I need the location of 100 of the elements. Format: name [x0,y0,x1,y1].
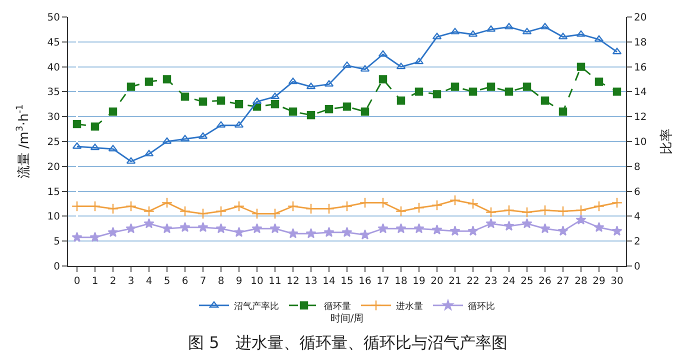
point [378,75,388,84]
point [234,226,244,237]
point [360,229,370,240]
point [306,82,316,90]
point [468,88,478,96]
point [504,220,514,231]
x-tick-label: 5 [164,276,170,287]
x-tick-label: 15 [340,276,354,287]
text: 图 5 进水量、循环量、循环比与沼气产率图 [188,333,508,352]
point [594,78,604,86]
x-tick-label: 21 [448,276,462,287]
x-tick-label: 30 [610,276,624,287]
point [216,121,226,128]
point [180,206,190,217]
point [432,32,442,40]
point [522,206,532,218]
point [252,223,262,234]
point [234,121,244,128]
point [594,35,604,42]
y2-tick-label: 12 [634,112,647,124]
y-tick-label: 40 [47,62,60,74]
y2-tick-label: 14 [634,87,647,98]
y-tick-label: 30 [47,112,60,124]
point [234,200,244,212]
point [414,223,424,234]
point [126,223,136,234]
point [522,218,532,228]
point [396,206,406,217]
x-tick-label: 24 [502,276,516,287]
point [486,218,496,228]
point [486,82,496,91]
y2-tick-label: 6 [634,186,640,198]
point [288,200,298,212]
point [288,108,298,116]
point [450,226,460,236]
x-tick-label: 29 [592,276,606,287]
x-tick-label: 28 [574,276,588,287]
y-tick-label: 25 [47,137,60,148]
point [594,222,604,232]
point [90,144,100,150]
point [450,28,460,34]
x-tick-label: 7 [200,276,206,287]
y-tick-label: 50 [47,12,60,24]
point [162,197,172,208]
point [540,223,550,234]
y-tick-label: 0 [54,262,60,272]
point [252,98,262,104]
point [468,198,478,210]
y2-tick-label: 20 [634,12,647,24]
point [270,92,280,100]
point [540,96,550,105]
point [378,223,388,234]
y2-tick-label: 16 [634,62,647,74]
point [216,206,226,217]
point [144,78,154,86]
point [576,30,586,37]
point [558,108,568,116]
y-tick-label: 35 [47,87,60,98]
point [612,226,622,236]
point [306,228,316,238]
point [432,224,442,234]
point [162,137,172,144]
point [396,223,406,234]
y2-tick-label: 2 [634,236,640,248]
x-tick-label: 1 [92,276,98,287]
y2-tick-label: 4 [634,212,640,223]
x-tick-label: 6 [182,276,188,287]
point [162,223,172,234]
point [216,223,226,234]
y2-tick-label: 18 [634,37,647,48]
x-axis-title: 时间/周 [330,312,364,324]
point [396,62,406,70]
point [72,232,82,242]
point [108,144,118,152]
point [108,226,118,237]
point [558,226,568,236]
point [198,132,208,139]
point [108,203,118,214]
point [612,48,622,54]
x-tick-label: 9 [236,276,242,287]
x-tick-label: 25 [520,276,534,287]
point [432,200,442,211]
point [126,200,136,212]
point [72,120,82,128]
point [72,142,82,149]
point [198,222,208,232]
x-tick-label: 2 [110,276,116,287]
point [324,105,334,114]
point [468,226,478,236]
point [504,88,514,96]
point [432,90,442,98]
y-tick-label: 20 [47,162,60,173]
point [234,100,244,108]
point [270,223,280,234]
point [504,204,514,216]
point [522,28,532,34]
point [162,75,172,84]
point [288,228,298,238]
point [90,232,100,242]
y-tick-label: 45 [47,37,60,48]
